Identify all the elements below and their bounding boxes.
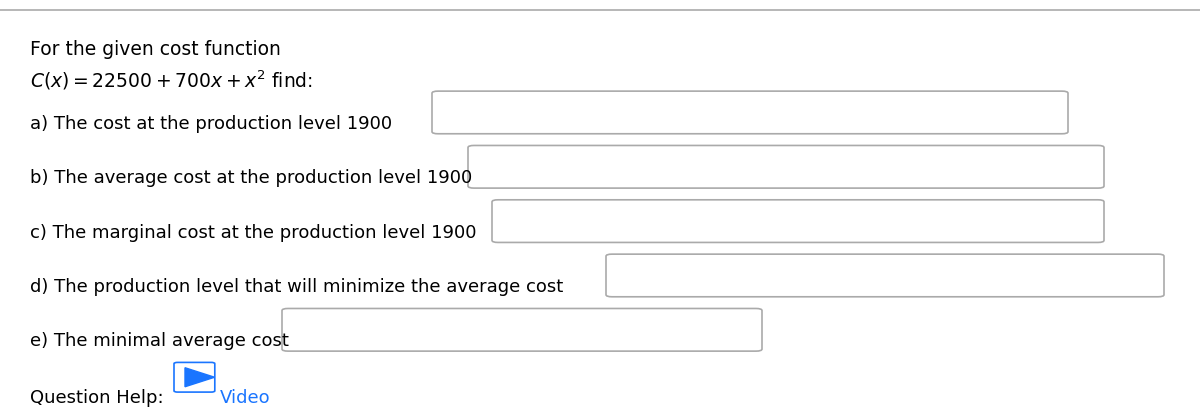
Text: d) The production level that will minimize the average cost: d) The production level that will minimi… [30, 278, 563, 296]
Text: a) The cost at the production level 1900: a) The cost at the production level 1900 [30, 115, 392, 133]
Polygon shape [185, 368, 215, 387]
FancyBboxPatch shape [468, 145, 1104, 188]
FancyBboxPatch shape [432, 91, 1068, 134]
FancyBboxPatch shape [606, 254, 1164, 297]
Text: b) The average cost at the production level 1900: b) The average cost at the production le… [30, 169, 473, 187]
FancyBboxPatch shape [492, 200, 1104, 242]
Text: e) The minimal average cost: e) The minimal average cost [30, 332, 289, 350]
Text: For the given cost function: For the given cost function [30, 40, 281, 59]
Text: Video: Video [220, 389, 270, 407]
Text: c) The marginal cost at the production level 1900: c) The marginal cost at the production l… [30, 224, 476, 242]
Text: $C(x) = 22500 + 700x + x^2$ find:: $C(x) = 22500 + 700x + x^2$ find: [30, 69, 313, 92]
Text: Question Help:: Question Help: [30, 389, 181, 407]
FancyBboxPatch shape [174, 362, 215, 392]
FancyBboxPatch shape [282, 308, 762, 351]
